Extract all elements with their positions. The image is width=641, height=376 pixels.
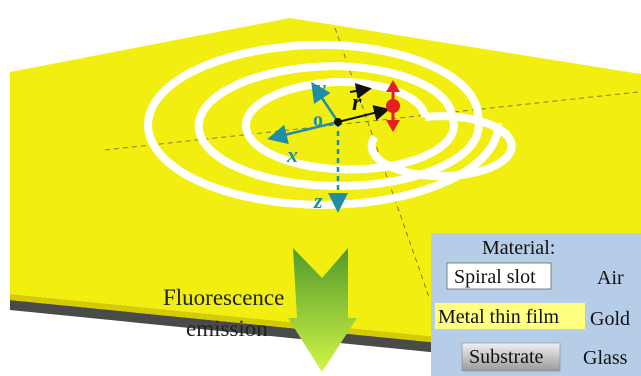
legend-material-air: Air (597, 267, 624, 289)
legend-material-gold: Gold (590, 308, 630, 330)
emission-arrow-icon (288, 248, 357, 372)
legend-title: Material: (482, 237, 555, 259)
legend-swatch-metal-film (435, 303, 585, 329)
material-legend: Material: Spiral slot Air Metal thin fil… (431, 233, 641, 376)
axis-label-origin: o (313, 109, 323, 131)
legend-swatch-substrate-label: Substrate (469, 346, 544, 368)
legend-swatch-spiral-slot-label: Spiral slot (454, 266, 536, 288)
emission-label-line2: emission (186, 316, 268, 341)
radius-label: r (352, 90, 362, 116)
substrate-left-side (10, 300, 470, 356)
legend-material-glass: Glass (583, 347, 628, 369)
y-axis-arrow (311, 81, 340, 123)
x-axis-arrow (267, 120, 339, 145)
axis-label-y: y (313, 75, 326, 100)
dipole-emitter-icon (386, 80, 400, 132)
film-left-side (10, 294, 470, 346)
emission-label-line1: Fluorescence (163, 285, 284, 310)
legend-swatch-metal-film-label: Metal thin film (438, 306, 560, 328)
spiral-slot (144, 40, 516, 209)
legend-swatch-spiral-slot (446, 262, 552, 290)
radius-overbar (349, 83, 372, 99)
legend-swatch-substrate (461, 342, 561, 372)
axis-label-x: x (286, 142, 298, 167)
radius-vector (337, 105, 390, 123)
axis-label-z: z (313, 188, 323, 213)
